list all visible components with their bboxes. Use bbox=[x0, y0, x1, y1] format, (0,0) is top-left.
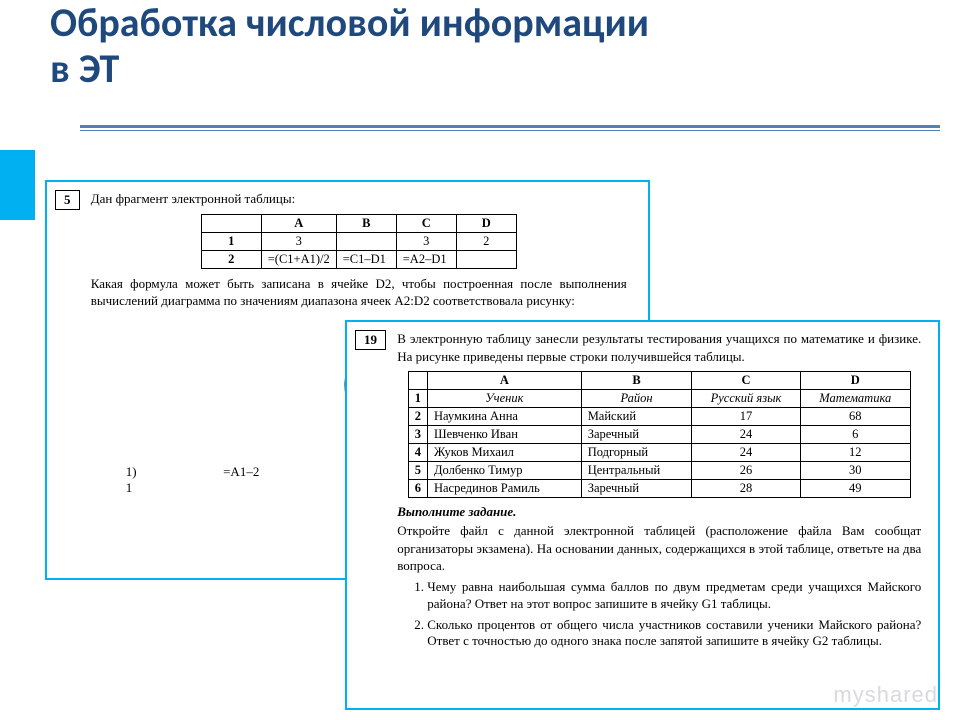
cell: =(C1+A1)/2 bbox=[261, 250, 336, 268]
list-item: Чему равна наибольшая сумма баллов по дв… bbox=[427, 579, 921, 613]
cell: 12 bbox=[800, 444, 910, 462]
cell: B bbox=[336, 214, 396, 232]
cell: 6 bbox=[408, 480, 427, 498]
cell: 3 bbox=[408, 426, 427, 444]
cell: Подгорный bbox=[581, 444, 692, 462]
side-accent-bar bbox=[0, 150, 35, 220]
cell: 4 bbox=[408, 444, 427, 462]
heading-line2: в ЭТ bbox=[50, 44, 119, 93]
table-row: 1 3 3 2 bbox=[201, 232, 516, 250]
cell bbox=[408, 372, 427, 390]
answer-option: 1) =A1–2 bbox=[126, 464, 343, 479]
table-row: 2 =(C1+A1)/2 =C1–D1 =A2–D1 bbox=[201, 250, 516, 268]
cell: =C1–D1 bbox=[336, 250, 396, 268]
task19-box: 19 В электронную таблицу занесли результ… bbox=[345, 320, 940, 710]
cell: 1 bbox=[201, 232, 261, 250]
table-row: 6 Насрединов Рамиль Заречный 28 49 bbox=[408, 480, 910, 498]
table-row: 1 Ученик Район Русский язык Математика bbox=[408, 390, 910, 408]
cell: C bbox=[396, 214, 456, 232]
cell: Заречный bbox=[581, 480, 692, 498]
task19-number: 19 bbox=[355, 330, 386, 350]
cell bbox=[336, 232, 396, 250]
cell: A bbox=[427, 372, 581, 390]
cell: 28 bbox=[692, 480, 800, 498]
cell: Насрединов Рамиль bbox=[427, 480, 581, 498]
table-row: 3 Шевченко Иван Заречный 24 6 bbox=[408, 426, 910, 444]
cell: D bbox=[456, 214, 516, 232]
table-row: A B C D bbox=[201, 214, 516, 232]
cell: Ученик bbox=[427, 390, 581, 408]
cell: =A2–D1 bbox=[396, 250, 456, 268]
task19-para: Откройте файл с данной электронной табли… bbox=[397, 522, 921, 575]
cell: 49 bbox=[800, 480, 910, 498]
cell: 2 bbox=[456, 232, 516, 250]
cell: 24 bbox=[692, 426, 800, 444]
cell: 3 bbox=[396, 232, 456, 250]
cell: Математика bbox=[800, 390, 910, 408]
table-row: 5 Долбенко Тимур Центральный 26 30 bbox=[408, 462, 910, 480]
cell bbox=[456, 250, 516, 268]
cell: Русский язык bbox=[692, 390, 800, 408]
cell: 26 bbox=[692, 462, 800, 480]
cell: Наумкина Анна bbox=[427, 408, 581, 426]
title-underline bbox=[80, 125, 940, 133]
task5-question: Какая формула может быть записана в ячей… bbox=[91, 275, 627, 310]
answer-formula: =A1–2 bbox=[223, 464, 259, 479]
cell: 5 bbox=[408, 462, 427, 480]
cell: 6 bbox=[800, 426, 910, 444]
cell: C bbox=[692, 372, 800, 390]
task19-intro: В электронную таблицу занесли результаты… bbox=[397, 330, 921, 365]
task19-table: A B C D 1 Ученик Район Русский язык Мате… bbox=[408, 371, 911, 498]
cell: 17 bbox=[692, 408, 800, 426]
answer-num: 1) bbox=[126, 464, 137, 479]
cell: B bbox=[581, 372, 692, 390]
table-row: 2 Наумкина Анна Майский 17 68 bbox=[408, 408, 910, 426]
task5-intro: Дан фрагмент электронной таблицы: bbox=[91, 190, 627, 208]
cell: 2 bbox=[408, 408, 427, 426]
cell: 2 bbox=[201, 250, 261, 268]
task19-question-list: Чему равна наибольшая сумма баллов по дв… bbox=[427, 579, 921, 651]
cell: Заречный bbox=[581, 426, 692, 444]
cell: Район bbox=[581, 390, 692, 408]
cell: 30 bbox=[800, 462, 910, 480]
cell: Жуков Михаил bbox=[427, 444, 581, 462]
list-item: Сколько процентов от общего числа участн… bbox=[427, 617, 921, 651]
cell: 3 bbox=[261, 232, 336, 250]
cell bbox=[201, 214, 261, 232]
heading-line1: Обработка числовой информации bbox=[50, 0, 649, 47]
table-row: 4 Жуков Михаил Подгорный 24 12 bbox=[408, 444, 910, 462]
cell: Майский bbox=[581, 408, 692, 426]
cell: 68 bbox=[800, 408, 910, 426]
task19-body: В электронную таблицу занесли результаты… bbox=[397, 322, 933, 654]
slide-heading: Обработка числовой информации в ЭТ bbox=[50, 0, 930, 92]
cell: 1 bbox=[408, 390, 427, 408]
cell: Долбенко Тимур bbox=[427, 462, 581, 480]
task5-table: A B C D 1 3 3 2 2 =(C1+A1)/2 =C1–D1 =A2–… bbox=[201, 214, 517, 269]
cell: D bbox=[800, 372, 910, 390]
table-row: A B C D bbox=[408, 372, 910, 390]
watermark-text: myshared bbox=[833, 682, 938, 708]
task5-number: 5 bbox=[55, 190, 80, 210]
cell: A bbox=[261, 214, 336, 232]
cell: Шевченко Иван bbox=[427, 426, 581, 444]
task19-subtitle: Выполните задание. bbox=[397, 504, 921, 520]
cell: 24 bbox=[692, 444, 800, 462]
cell: Центральный bbox=[581, 462, 692, 480]
